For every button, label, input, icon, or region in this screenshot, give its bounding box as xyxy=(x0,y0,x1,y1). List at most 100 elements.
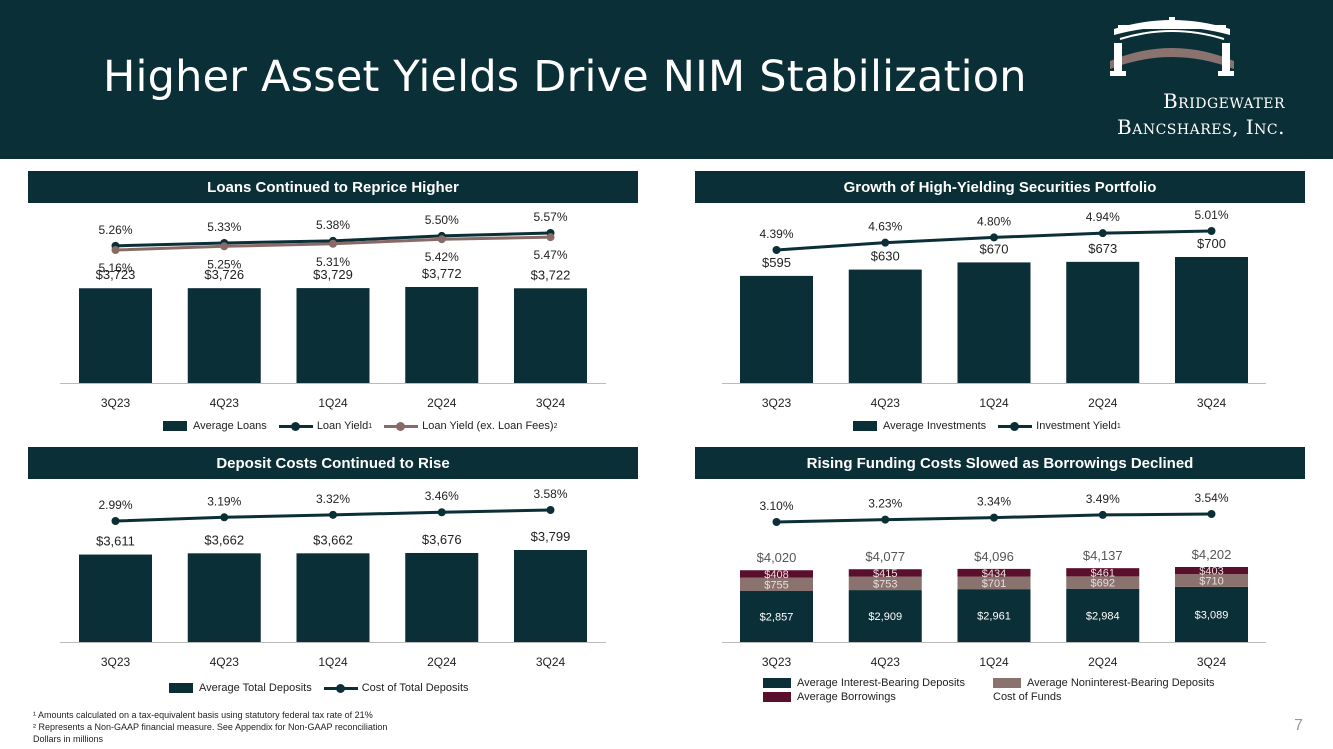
securities-point-0-1Q24 xyxy=(990,233,998,242)
loans-point-1-1Q24 xyxy=(329,239,337,248)
deposits-bar-label-4Q23: $3,662 xyxy=(204,532,244,547)
funding-bar-0-4Q23 xyxy=(848,590,922,642)
page-number: 7 xyxy=(1294,717,1303,734)
loans-line-label-1-3Q23: 5.16% xyxy=(98,261,132,275)
deposits-line-label-0-2Q24: 3.46% xyxy=(425,489,459,503)
legend-label-cost-of-funds: Cost of Funds xyxy=(993,691,1062,703)
securities-bar-1Q24 xyxy=(957,262,1031,383)
legend-label-loan-yield-ex-fees: Loan Yield (ex. Loan Fees) xyxy=(422,420,554,432)
deposits-line-label-0-3Q23: 2.99% xyxy=(98,498,132,512)
legend-swatch-noninterest-bearing xyxy=(993,678,1021,688)
footnote-3: Dollars in millions xyxy=(33,734,104,744)
funding-bar-2-4Q23 xyxy=(848,569,922,577)
funding-point-0-4Q23 xyxy=(881,515,890,524)
securities-point-0-3Q23 xyxy=(772,246,781,254)
funding-bar-1-3Q24 xyxy=(1175,574,1248,587)
securities-category-label-1Q24: 1Q24 xyxy=(979,396,1009,410)
loans-bar-4Q23 xyxy=(187,288,261,383)
loans-bar-label-1Q24: $3,729 xyxy=(313,267,353,282)
loans-category-label-4Q23: 4Q23 xyxy=(210,396,240,410)
securities-line-label-0-2Q24: 4.94% xyxy=(1086,210,1120,224)
securities-category-label-3Q23: 3Q23 xyxy=(762,396,792,410)
loans-line-label-1-2Q24: 5.42% xyxy=(425,250,459,264)
funding-bar-1-1Q24 xyxy=(957,576,1031,590)
deposits-bar-label-1Q24: $3,662 xyxy=(313,532,353,547)
loans-panel-title: Loans Continued to Reprice Higher xyxy=(28,171,638,203)
brand-name: Bridgewater Bancshares, Inc. xyxy=(1117,88,1285,140)
deposits-line-label-0-4Q23: 3.19% xyxy=(207,494,241,508)
funding-bar-label-1-1Q24: $701 xyxy=(982,578,1006,590)
funding-bar-2-2Q24 xyxy=(1066,568,1140,577)
legend-label-noninterest-bearing: Average Noninterest-Bearing Deposits xyxy=(1027,677,1215,689)
funding-bar-2-3Q23 xyxy=(740,570,813,578)
footnotes: ¹ Amounts calculated on a tax-equivalent… xyxy=(33,709,387,745)
deposits-point-0-3Q24 xyxy=(546,506,555,514)
footnote-1: ¹ Amounts calculated on a tax-equivalent… xyxy=(33,710,373,720)
funding-line-label-0-2Q24: 3.49% xyxy=(1086,492,1120,506)
funding-bar-label-0-1Q24: $2,961 xyxy=(977,611,1011,623)
loans-line-label-1-4Q23: 5.25% xyxy=(207,257,241,271)
legend-label-average-investments: Average Investments xyxy=(883,420,987,432)
loans-category-label-3Q24: 3Q24 xyxy=(536,396,566,410)
funding-category-label-3Q23: 3Q23 xyxy=(762,655,792,669)
loans-category-label-2Q24: 2Q24 xyxy=(427,396,457,410)
legend-swatch-cost-of-total-deposits xyxy=(323,683,358,693)
deposits-category-label-4Q23: 4Q23 xyxy=(210,655,240,669)
deposits-point-0-4Q23 xyxy=(220,513,229,522)
bridge-logo-icon xyxy=(1110,17,1234,76)
securities-legend: Average Investments Investment Yield 1 xyxy=(853,420,1133,432)
securities-line-label-0-3Q23: 4.39% xyxy=(759,227,793,241)
legend-label-cost-of-total-deposits: Cost of Total Deposits xyxy=(361,682,469,694)
funding-bar-0-1Q24 xyxy=(957,589,1031,642)
securities-bar-4Q23 xyxy=(848,269,922,383)
footnote-2: ² Represents a Non-GAAP financial measur… xyxy=(33,722,388,732)
funding-bar-label-0-3Q23: $2,857 xyxy=(760,612,794,624)
funding-point-0-2Q24 xyxy=(1098,510,1107,519)
loans-bar-label-4Q23: $3,726 xyxy=(204,267,244,282)
funding-point-0-1Q24 xyxy=(990,513,998,522)
funding-bar-0-3Q23 xyxy=(740,591,813,642)
legend-swatch-loan-yield xyxy=(278,421,313,431)
deposits-line-label-0-3Q24: 3.58% xyxy=(533,487,567,501)
funding-bar-label-1-3Q23: $755 xyxy=(764,579,788,591)
deposits-point-0-2Q24 xyxy=(437,508,446,517)
page-title: Higher Asset Yields Drive NIM Stabilizat… xyxy=(103,52,1027,102)
legend-label-loan-yield: Loan Yield xyxy=(316,420,369,432)
funding-total-label-3Q23: $4,020 xyxy=(757,550,797,565)
funding-bar-label-0-3Q24: $3,089 xyxy=(1195,609,1229,621)
funding-bar-label-1-4Q23: $753 xyxy=(873,578,897,590)
securities-category-label-4Q23: 4Q23 xyxy=(871,396,901,410)
deposits-bar-4Q23 xyxy=(187,553,261,642)
loans-line-label-0-3Q24: 5.57% xyxy=(533,210,567,224)
funding-bar-2-1Q24 xyxy=(957,568,1031,577)
legend-sup-loan-yield: 1 xyxy=(368,422,373,430)
loans-point-1-3Q24 xyxy=(546,233,555,242)
securities-point-0-4Q23 xyxy=(881,238,890,247)
funding-line-label-0-4Q23: 3.23% xyxy=(868,497,902,511)
loans-line-label-0-2Q24: 5.50% xyxy=(425,213,459,227)
header-banner: Higher Asset Yields Drive NIM Stabilizat… xyxy=(0,0,1333,159)
funding-panel-title: Rising Funding Costs Slowed as Borrowing… xyxy=(695,447,1305,479)
securities-bar-label-3Q23: $595 xyxy=(762,255,791,270)
deposits-category-label-3Q23: 3Q23 xyxy=(101,655,131,669)
funding-line-label-0-3Q24: 3.54% xyxy=(1194,491,1228,505)
loans-category-label-3Q23: 3Q23 xyxy=(101,396,131,410)
funding-bar-label-2-3Q24: $403 xyxy=(1199,566,1223,578)
legend-label-investment-yield: Investment Yield xyxy=(1036,420,1117,432)
legend-swatch-average-total-deposits xyxy=(169,683,193,693)
deposits-bar-2Q24 xyxy=(405,552,479,642)
loans-point-1-2Q24 xyxy=(437,235,446,244)
deposits-point-0-3Q23 xyxy=(111,517,120,525)
funding-line-label-0-1Q24: 3.34% xyxy=(977,495,1011,509)
legend-label-average-loans: Average Loans xyxy=(193,420,267,432)
funding-bar-label-0-2Q24: $2,984 xyxy=(1086,610,1120,622)
deposits-category-label-3Q24: 3Q24 xyxy=(536,655,566,669)
deposits-panel-title: Deposit Costs Continued to Rise xyxy=(28,447,638,479)
funding-bar-label-2-4Q23: $415 xyxy=(873,568,897,580)
funding-bar-1-2Q24 xyxy=(1066,576,1140,589)
securities-point-0-2Q24 xyxy=(1098,229,1107,238)
securities-line-label-0-3Q24: 5.01% xyxy=(1194,208,1228,222)
funding-line-label-0-3Q23: 3.10% xyxy=(759,499,793,513)
securities-bar-3Q23 xyxy=(740,275,813,383)
funding-category-label-3Q24: 3Q24 xyxy=(1197,655,1227,669)
